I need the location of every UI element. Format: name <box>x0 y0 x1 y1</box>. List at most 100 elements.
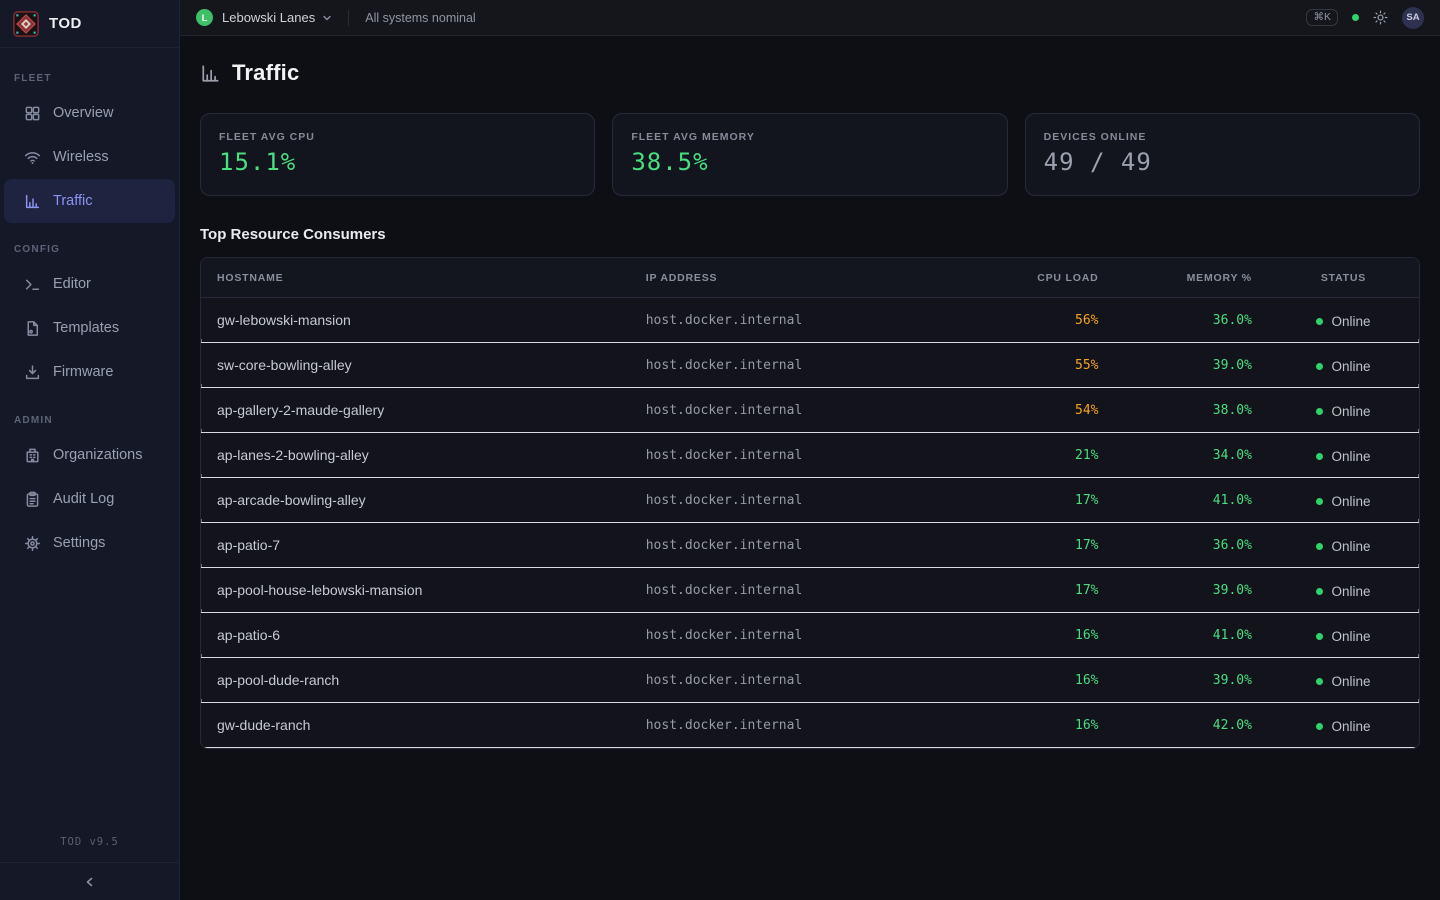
status-label: Online <box>1331 313 1371 329</box>
memory-cell: 38.0% <box>1114 388 1268 433</box>
status-label: Online <box>1331 673 1371 689</box>
memory-cell: 41.0% <box>1114 613 1268 658</box>
online-dot-icon <box>1316 362 1324 370</box>
stat-card-fleet-avg-cpu: FLEET AVG CPU 15.1% <box>200 113 596 196</box>
status-cell: Online <box>1267 658 1419 703</box>
status-cell: Online <box>1267 523 1419 568</box>
command-k-shortcut[interactable]: ⌘K <box>1306 8 1338 27</box>
column-header-cpu[interactable]: CPU LOAD <box>969 258 1115 298</box>
status-label: Online <box>1331 358 1371 374</box>
table-row[interactable]: ap-gallery-2-maude-gallery host.docker.in… <box>201 388 1419 433</box>
main-column: L Lebowski Lanes All systems nominal ⌘K … <box>180 0 1440 900</box>
sidebar-item-settings[interactable]: Settings <box>4 521 175 565</box>
table-row[interactable]: ap-pool-house-lebowski-mansion host.docke… <box>201 568 1419 613</box>
user-avatar[interactable]: SA <box>1402 6 1424 29</box>
stat-label: FLEET AVG MEMORY <box>631 131 755 143</box>
sidebar-collapse-button[interactable] <box>0 862 179 900</box>
file-icon <box>24 320 41 337</box>
sidebar-item-firmware[interactable]: Firmware <box>4 350 175 394</box>
sidebar-item-label: Audit Log <box>53 491 115 507</box>
grid-icon <box>24 105 41 122</box>
building-icon <box>24 447 41 464</box>
table-row[interactable]: ap-patio-7 host.docker.internal 17% 36.0% On… <box>201 523 1419 568</box>
hostname-cell: gw-dude-ranch <box>201 703 630 748</box>
clipboard-icon <box>24 491 41 508</box>
status-cell: Online <box>1267 613 1419 658</box>
stats-row: FLEET AVG CPU 15.1% FLEET AVG MEMORY 38.… <box>200 113 1420 196</box>
hostname-cell: sw-core-bowling-alley <box>201 343 630 388</box>
column-header-status[interactable]: STATUS <box>1267 258 1419 298</box>
table-row[interactable]: gw-dude-ranch host.docker.internal 16% 42.0… <box>201 703 1419 748</box>
column-header-hostname[interactable]: HOSTNAME <box>201 258 630 298</box>
theme-toggle-button[interactable] <box>1373 10 1388 25</box>
sidebar-item-templates[interactable]: Templates <box>4 306 175 350</box>
terminal-icon <box>24 276 41 293</box>
sidebar-item-organizations[interactable]: Organizations <box>4 433 175 477</box>
memory-cell: 34.0% <box>1114 433 1268 478</box>
status-label: Online <box>1331 493 1371 509</box>
status-label: Online <box>1331 628 1371 644</box>
memory-cell: 39.0% <box>1114 568 1268 613</box>
table-row[interactable]: ap-lanes-2-bowling-alley host.docker.inte… <box>201 433 1419 478</box>
hostname-cell: ap-arcade-bowling-alley <box>201 478 630 523</box>
page-content: Traffic FLEET AVG CPU 15.1% FLEET AVG ME… <box>180 36 1440 900</box>
cpu-load-cell: 17% <box>969 478 1115 523</box>
hostname-cell: ap-pool-dude-ranch <box>201 658 630 703</box>
sidebar-item-label: Traffic <box>53 193 93 209</box>
sidebar-item-wireless[interactable]: Wireless <box>4 135 175 179</box>
online-dot-icon <box>1316 632 1324 640</box>
org-avatar[interactable]: L <box>196 9 213 26</box>
system-status-text: All systems nominal <box>365 10 476 25</box>
column-header-ip[interactable]: IP ADDRESS <box>629 258 970 298</box>
cpu-load-cell: 16% <box>969 703 1115 748</box>
chevron-down-icon[interactable] <box>322 13 332 23</box>
table-row[interactable]: ap-patio-6 host.docker.internal 16% 41.0% On… <box>201 613 1419 658</box>
table-row[interactable]: sw-core-bowling-alley host.docker.interna… <box>201 343 1419 388</box>
sidebar-item-label: Firmware <box>53 364 114 380</box>
status-cell: Online <box>1267 568 1419 613</box>
sidebar-item-audit-log[interactable]: Audit Log <box>4 477 175 521</box>
ip-address-cell: host.docker.internal <box>629 388 970 433</box>
stat-value: 49 / 49 <box>1043 148 1152 176</box>
memory-cell: 39.0% <box>1114 343 1268 388</box>
sidebar-header: TOD <box>0 0 179 48</box>
bar-chart-icon <box>200 63 221 84</box>
cpu-load-cell: 56% <box>969 298 1115 343</box>
table-row[interactable]: ap-pool-dude-ranch host.docker.internal 16… <box>201 658 1419 703</box>
online-dot-icon <box>1316 677 1324 685</box>
table-row[interactable]: gw-lebowski-mansion host.docker.internal 5… <box>201 298 1419 343</box>
gear-icon <box>24 535 41 552</box>
cpu-load-cell: 17% <box>969 523 1115 568</box>
status-label: Online <box>1331 538 1371 554</box>
column-header-memory[interactable]: MEMORY % <box>1114 258 1268 298</box>
ip-address-cell: host.docker.internal <box>629 658 970 703</box>
health-dot-icon <box>1352 14 1359 21</box>
stat-value: 15.1% <box>219 148 297 176</box>
topbar: L Lebowski Lanes All systems nominal ⌘K … <box>180 0 1440 36</box>
table-body: gw-lebowski-mansion host.docker.internal 5… <box>201 298 1419 748</box>
org-name[interactable]: Lebowski Lanes <box>222 10 316 25</box>
sidebar-item-label: Organizations <box>53 447 143 463</box>
sun-icon <box>1373 10 1388 25</box>
status-cell: Online <box>1267 298 1419 343</box>
hostname-cell: ap-lanes-2-bowling-alley <box>201 433 630 478</box>
status-label: Online <box>1331 448 1371 464</box>
chevron-left-icon <box>86 877 92 886</box>
sidebar-item-editor[interactable]: Editor <box>4 262 175 306</box>
status-cell: Online <box>1267 388 1419 433</box>
online-dot-icon <box>1316 587 1324 595</box>
sidebar-section-label: CONFIG <box>14 244 61 255</box>
status-label: Online <box>1331 583 1371 599</box>
sidebar-item-overview[interactable]: Overview <box>4 91 175 135</box>
hostname-cell: ap-patio-6 <box>201 613 630 658</box>
memory-cell: 39.0% <box>1114 658 1268 703</box>
online-dot-icon <box>1316 407 1324 415</box>
online-dot-icon <box>1316 497 1324 505</box>
topbar-right: ⌘K SA <box>1306 6 1424 29</box>
sidebar-item-traffic[interactable]: Traffic <box>4 179 175 223</box>
table-row[interactable]: ap-arcade-bowling-alley host.docker.inter… <box>201 478 1419 523</box>
status-label: Online <box>1331 718 1371 734</box>
stat-label: FLEET AVG CPU <box>219 131 315 143</box>
sidebar: TOD FLEET Overview Wireless Traffic CONFIG Ed… <box>0 0 180 900</box>
download-icon <box>24 364 41 381</box>
